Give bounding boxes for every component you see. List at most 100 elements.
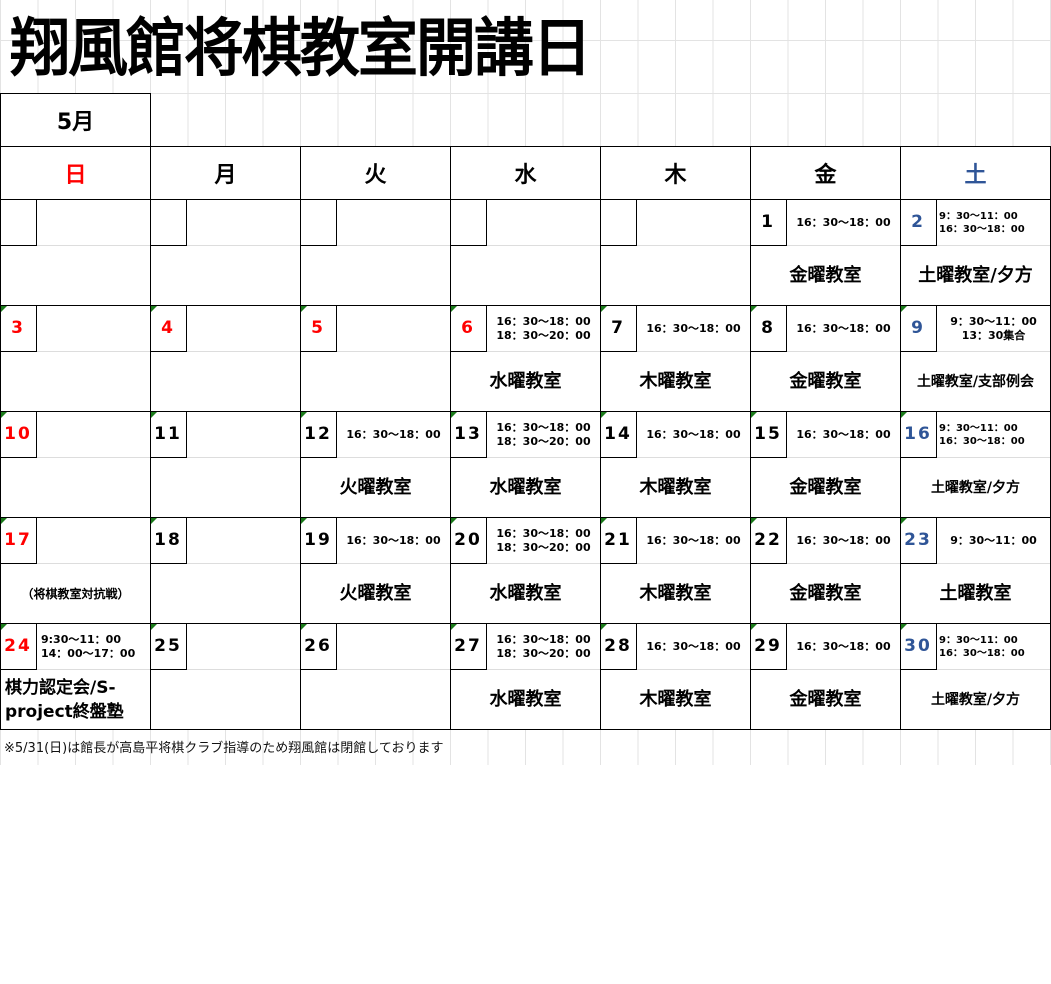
- day-cell[interactable]: 22 16：30～18：00 金曜教室: [750, 517, 901, 624]
- day-number: 26: [300, 623, 337, 670]
- cell-divider: [901, 563, 1050, 564]
- cell-divider: [301, 563, 450, 564]
- day-number: 12: [300, 411, 337, 458]
- event-label: [301, 246, 450, 305]
- day-cell[interactable]: 8 16：30～18：00 金曜教室: [750, 305, 901, 412]
- day-cell[interactable]: 17 （将棋教室対抗戦）: [0, 517, 151, 624]
- cell-divider: [451, 563, 600, 564]
- day-cell[interactable]: 25: [150, 623, 301, 730]
- day-number: 11: [150, 411, 187, 458]
- cell-divider: [751, 457, 900, 458]
- comment-marker-icon: [301, 518, 307, 524]
- time-slot: 9：30～11：00: [950, 315, 1037, 328]
- comment-marker-icon: [751, 412, 757, 418]
- day-cell[interactable]: 18: [150, 517, 301, 624]
- time-slot: 13：30集合: [961, 329, 1026, 342]
- event-label: 金曜教室: [789, 476, 862, 498]
- event-label: [301, 352, 450, 411]
- comment-marker-icon: [601, 518, 607, 524]
- day-cell[interactable]: 14 16：30～18：00 木曜教室: [600, 411, 751, 518]
- time-slot: 16：30～18：00: [646, 428, 741, 441]
- time-slot: 16：30～18：00: [496, 421, 591, 434]
- day-cell[interactable]: [600, 199, 751, 306]
- day-number: 5: [300, 305, 337, 352]
- time-slots: 16：30～18：00: [789, 306, 898, 352]
- time-slots: 16：30～18：00: [789, 624, 898, 670]
- day-cell[interactable]: 26: [300, 623, 451, 730]
- day-number: 7: [600, 305, 637, 352]
- time-slots: 16：30～18：00 18：30～20：00: [489, 306, 598, 352]
- comment-marker-icon: [1, 412, 7, 418]
- day-number: 2: [900, 199, 937, 246]
- day-number: 20: [450, 517, 487, 564]
- day-number: 25: [150, 623, 187, 670]
- day-cell[interactable]: 2 9：30～11：00 16：30～18：00 土曜教室/夕方: [900, 199, 1051, 306]
- time-slots: 16：30～18：00: [789, 518, 898, 564]
- day-cell[interactable]: 7 16：30～18：00 木曜教室: [600, 305, 751, 412]
- event-label: 土曜教室/夕方: [918, 264, 1033, 286]
- comment-marker-icon: [751, 518, 757, 524]
- time-slot: 16：30～18：00: [646, 640, 741, 653]
- day-cell[interactable]: 3: [0, 305, 151, 412]
- day-cell[interactable]: [0, 199, 151, 306]
- day-cell[interactable]: 24 9:30～11：00 14：00～17：00 棋力認定会/S-project終盤…: [0, 623, 151, 730]
- day-cell[interactable]: 13 16：30～18：00 18：30～20：00 水曜教室: [450, 411, 601, 518]
- comment-marker-icon: [451, 624, 457, 630]
- day-cell[interactable]: 4: [150, 305, 301, 412]
- cell-divider: [151, 245, 300, 246]
- day-cell[interactable]: 23 9：30～11：00 土曜教室: [900, 517, 1051, 624]
- day-cell[interactable]: 28 16：30～18：00 木曜教室: [600, 623, 751, 730]
- day-cell[interactable]: 10: [0, 411, 151, 518]
- day-number: 8: [750, 305, 787, 352]
- time-slot: 16：30～18：00: [496, 633, 591, 646]
- day-cell[interactable]: 6 16：30～18：00 18：30～20：00 水曜教室: [450, 305, 601, 412]
- time-slots: 9：30～11：00 16：30～18：00: [939, 624, 1048, 670]
- event-label: 金曜教室: [789, 688, 862, 710]
- event-label: 金曜教室: [789, 582, 862, 604]
- cell-divider: [751, 669, 900, 670]
- day-number: 16: [900, 411, 937, 458]
- day-cell[interactable]: 1 16：30～18：00 金曜教室: [750, 199, 901, 306]
- time-slots: 9：30～11：00 13：30集合: [939, 306, 1048, 352]
- day-cell[interactable]: 12 16：30～18：00 火曜教室: [300, 411, 451, 518]
- day-cell[interactable]: 29 16：30～18：00 金曜教室: [750, 623, 901, 730]
- event-label: 火曜教室: [339, 476, 412, 498]
- time-slots: 16：30～18：00: [639, 518, 748, 564]
- day-cell[interactable]: [150, 199, 301, 306]
- day-cell[interactable]: 21 16：30～18：00 木曜教室: [600, 517, 751, 624]
- day-cell[interactable]: 5: [300, 305, 451, 412]
- comment-marker-icon: [151, 518, 157, 524]
- day-number: 30: [900, 623, 937, 670]
- time-slots: 16：30～18：00 18：30～20：00: [489, 412, 598, 458]
- day-number: 23: [900, 517, 937, 564]
- time-slots: 16：30～18：00 18：30～20：00: [489, 624, 598, 670]
- day-cell[interactable]: 19 16：30～18：00 火曜教室: [300, 517, 451, 624]
- day-cell[interactable]: 30 9：30～11：00 16：30～18：00 土曜教室/夕方: [900, 623, 1051, 730]
- event-label: 水曜教室: [489, 582, 562, 604]
- day-cell[interactable]: 27 16：30～18：00 18：30～20：00 水曜教室: [450, 623, 601, 730]
- comment-marker-icon: [451, 518, 457, 524]
- time-slot: 18：30～20：00: [496, 647, 591, 660]
- day-cell[interactable]: 16 9：30～11：00 16：30～18：00 土曜教室/夕方: [900, 411, 1051, 518]
- cell-divider: [301, 245, 450, 246]
- day-cell[interactable]: [450, 199, 601, 306]
- cell-divider: [451, 245, 600, 246]
- cell-divider: [601, 351, 750, 352]
- event-label: 金曜教室: [789, 370, 862, 392]
- day-cell[interactable]: 11: [150, 411, 301, 518]
- day-cell[interactable]: 20 16：30～18：00 18：30～20：00 水曜教室: [450, 517, 601, 624]
- event-label: 金曜教室: [789, 264, 862, 286]
- event-label: 土曜教室: [939, 582, 1012, 604]
- comment-marker-icon: [301, 412, 307, 418]
- day-cell[interactable]: 9 9：30～11：00 13：30集合 土曜教室/支部例会: [900, 305, 1051, 412]
- cell-divider: [151, 563, 300, 564]
- cell-divider: [751, 351, 900, 352]
- day-cell[interactable]: 15 16：30～18：00 金曜教室: [750, 411, 901, 518]
- comment-marker-icon: [901, 518, 907, 524]
- cell-divider: [1, 669, 150, 670]
- day-number: 3: [0, 305, 37, 352]
- day-cell[interactable]: [300, 199, 451, 306]
- comment-marker-icon: [601, 624, 607, 630]
- day-number: [300, 199, 337, 246]
- weekday-header: 日: [0, 146, 151, 200]
